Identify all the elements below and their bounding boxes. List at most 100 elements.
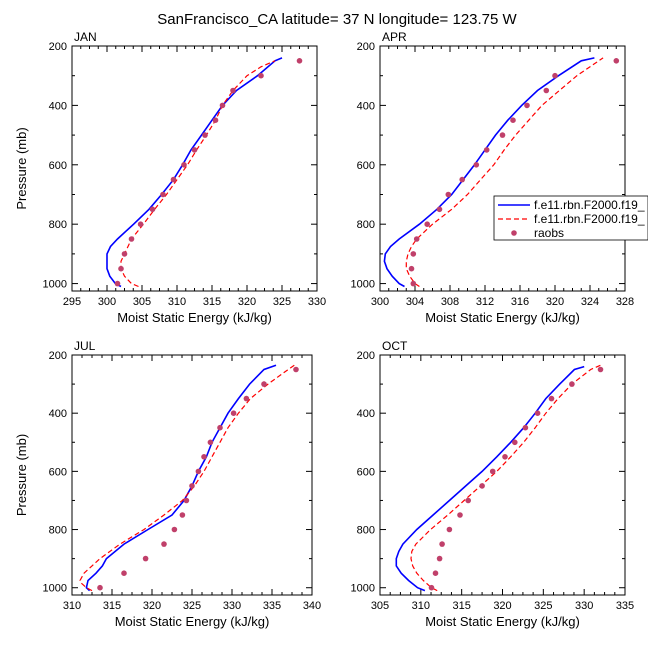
legend-marker-2 bbox=[511, 230, 517, 236]
raobs-point bbox=[160, 191, 166, 198]
series-line-dashed-oct bbox=[410, 364, 601, 592]
x-tick-label: 325 bbox=[273, 296, 291, 308]
y-tick-label: 1000 bbox=[351, 583, 375, 595]
y-tick-label: 400 bbox=[357, 100, 375, 112]
raobs-point bbox=[142, 555, 149, 562]
x-tick-label: 304 bbox=[406, 296, 424, 308]
raobs-point bbox=[149, 206, 156, 213]
legend: f.e11.rbn.F2000.f19_f.e11.rbn.F2000.f19_… bbox=[493, 195, 648, 241]
raobs-point bbox=[512, 439, 518, 446]
x-tick-label: 330 bbox=[308, 296, 326, 308]
x-axis-label-jan: Moist Static Energy (kJ/kg) bbox=[117, 310, 272, 325]
raobs-point bbox=[258, 72, 264, 79]
raobs-point bbox=[524, 102, 530, 109]
series-line-dashed-apr bbox=[405, 57, 604, 288]
x-tick-label: 305 bbox=[371, 600, 389, 612]
raobs-point bbox=[181, 162, 187, 168]
raobs-point bbox=[445, 191, 452, 198]
series-line-dashed-jan bbox=[120, 60, 276, 288]
panel-apr: APR 300 304 308 312 316 320 324 328 200 400 600 800 1… bbox=[351, 30, 635, 325]
x-tick-label: 325 bbox=[183, 600, 201, 612]
y-tick-label: 200 bbox=[357, 350, 375, 362]
raobs-point bbox=[189, 483, 195, 489]
y-tick-label: 1000 bbox=[43, 279, 67, 291]
series-line-solid-oct bbox=[395, 365, 585, 592]
raobs-point bbox=[548, 395, 555, 402]
raobs-point bbox=[613, 58, 620, 64]
x-tick-label: 300 bbox=[371, 296, 389, 308]
raobs-point bbox=[296, 58, 303, 64]
raobs-point bbox=[97, 584, 103, 591]
raobs-point bbox=[201, 454, 207, 460]
x-tick-label: 340 bbox=[303, 600, 321, 612]
raobs-point bbox=[543, 87, 550, 94]
raobs-point bbox=[439, 541, 445, 547]
raobs-point bbox=[534, 410, 541, 417]
legend-label-2: raobs bbox=[534, 226, 564, 240]
panel-jul: JUL 310 315 320 325 330 335 340 200 400 600 800 1000… bbox=[14, 339, 321, 629]
raobs-point bbox=[522, 424, 529, 431]
x-tick-label: 310 bbox=[412, 600, 430, 612]
series-line-solid-apr bbox=[383, 57, 595, 288]
x-tick-label: 328 bbox=[616, 296, 634, 308]
x-tick-label: 324 bbox=[581, 296, 599, 308]
raobs-point bbox=[183, 497, 190, 504]
raobs-point bbox=[459, 176, 466, 183]
raobs-point bbox=[170, 176, 177, 183]
y-tick-label: 200 bbox=[357, 41, 375, 53]
x-tick-label: 316 bbox=[511, 296, 529, 308]
raobs-point bbox=[171, 526, 178, 533]
y-tick-label: 800 bbox=[357, 219, 375, 231]
raobs-point bbox=[128, 236, 135, 242]
raobs-point bbox=[114, 280, 121, 287]
y-tick-label: 200 bbox=[49, 41, 67, 53]
figure-title: SanFrancisco_CA latitude= 37 N longitude… bbox=[157, 11, 517, 28]
panel-oct: OCT 305 310 315 320 325 330 335 200 400 600 800 1000… bbox=[351, 339, 635, 629]
raobs-point bbox=[413, 236, 420, 242]
y-tick-label: 200 bbox=[49, 350, 67, 362]
x-axis-label-oct: Moist Static Energy (kJ/kg) bbox=[425, 614, 580, 629]
x-tick-label: 305 bbox=[133, 296, 151, 308]
x-tick-label: 312 bbox=[476, 296, 494, 308]
x-tick-label: 335 bbox=[263, 600, 281, 612]
raobs-point bbox=[569, 381, 575, 387]
raobs-point bbox=[457, 512, 463, 518]
plot-frame-oct bbox=[379, 354, 626, 596]
x-tick-label: 315 bbox=[203, 296, 221, 308]
y-tick-label: 600 bbox=[357, 466, 375, 478]
plot-frame-jul bbox=[71, 354, 313, 596]
x-tick-label: 310 bbox=[168, 296, 186, 308]
y-tick-label: 600 bbox=[49, 466, 67, 478]
data-area-oct bbox=[395, 364, 604, 592]
data-area-jan bbox=[106, 57, 303, 288]
x-tick-label: 308 bbox=[441, 296, 459, 308]
raobs-point bbox=[118, 265, 124, 272]
x-tick-label: 315 bbox=[452, 600, 470, 612]
raobs-point bbox=[436, 206, 443, 213]
y-tick-label: 400 bbox=[49, 100, 67, 112]
legend-label-1: f.e11.rbn.F2000.f19_ bbox=[534, 212, 645, 226]
x-tick-label: 330 bbox=[575, 600, 593, 612]
y-tick-label: 1000 bbox=[351, 279, 375, 291]
raobs-point bbox=[432, 570, 439, 576]
panel-label-apr: APR bbox=[382, 30, 407, 44]
x-tick-label: 315 bbox=[103, 600, 121, 612]
raobs-point bbox=[483, 147, 490, 153]
raobs-point bbox=[207, 439, 214, 446]
raobs-point bbox=[230, 410, 237, 417]
raobs-point bbox=[179, 512, 186, 518]
raobs-point bbox=[502, 454, 508, 460]
legend-box bbox=[493, 195, 648, 241]
raobs-point bbox=[121, 570, 127, 576]
x-tick-label: 330 bbox=[223, 600, 241, 612]
x-axis-label-apr: Moist Static Energy (kJ/kg) bbox=[425, 310, 580, 325]
raobs-point bbox=[597, 366, 604, 373]
raobs-point bbox=[436, 555, 443, 562]
x-tick-label: 320 bbox=[238, 296, 256, 308]
series-line-dashed-jul bbox=[79, 364, 295, 592]
y-tick-label: 600 bbox=[49, 160, 67, 172]
raobs-point bbox=[410, 251, 417, 257]
raobs-point bbox=[217, 424, 223, 431]
raobs-point bbox=[465, 497, 472, 504]
